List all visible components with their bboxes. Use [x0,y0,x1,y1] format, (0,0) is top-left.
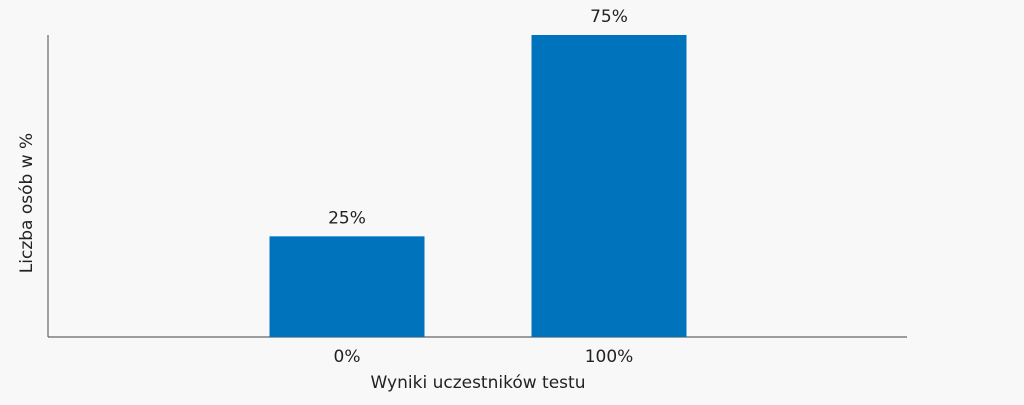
bar [269,236,425,337]
y-axis-label: Liczba osób w % [17,133,37,273]
x-axis-label: Wyniki uczestników testu [371,373,586,393]
x-tick-label: 0% [334,347,361,367]
value-label: 75% [590,7,628,27]
x-tick-label: 100% [585,347,634,367]
value-label: 25% [328,208,366,228]
bar [531,35,687,337]
